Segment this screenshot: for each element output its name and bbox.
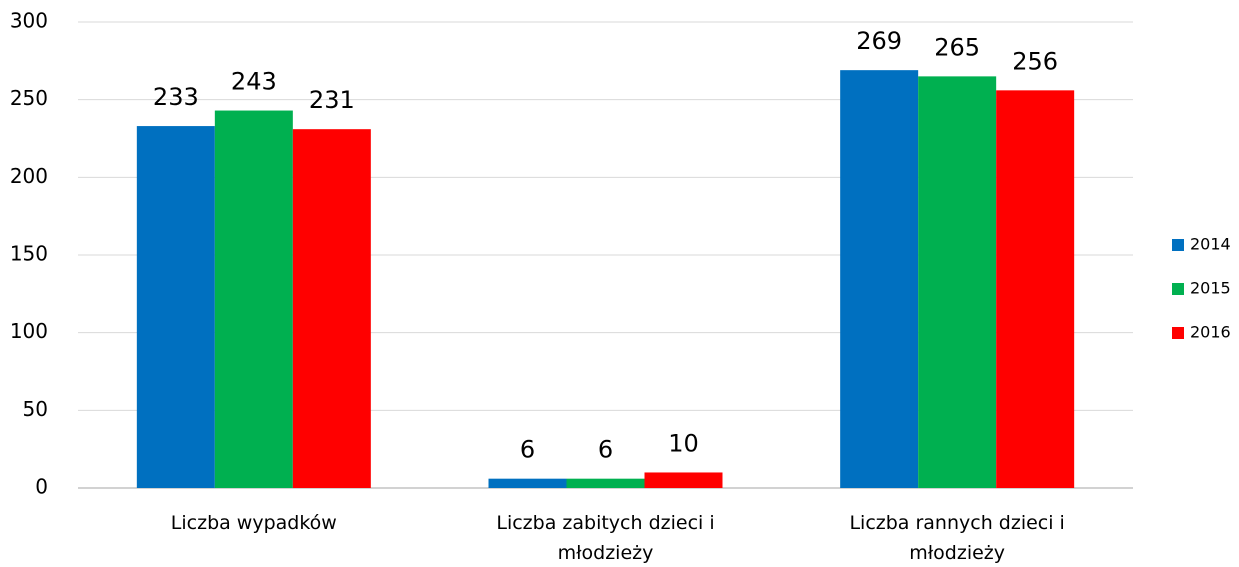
x-tick-label: Liczba rannych dzieci i młodzieży <box>849 512 1065 564</box>
bar <box>566 478 645 488</box>
bar <box>644 472 723 488</box>
bar <box>292 129 371 488</box>
legend-swatch <box>1172 283 1184 295</box>
legend-swatch <box>1172 239 1184 251</box>
bar <box>214 110 293 488</box>
y-tick-label: 100 <box>10 319 48 343</box>
y-tick-label: 300 <box>10 9 48 33</box>
x-tick-label: Liczba wypadków <box>170 512 337 534</box>
bar <box>840 70 919 489</box>
legend-label: 2014 <box>1190 235 1231 254</box>
legend-label: 2015 <box>1190 279 1231 298</box>
data-label: 269 <box>856 27 902 55</box>
data-label: 256 <box>1012 47 1058 75</box>
bar <box>488 478 567 488</box>
bar <box>136 126 215 488</box>
data-label: 10 <box>668 429 699 457</box>
y-tick-label: 250 <box>10 86 48 110</box>
legend-swatch <box>1172 327 1184 339</box>
data-label: 231 <box>309 86 355 114</box>
y-tick-label: 0 <box>35 475 48 499</box>
bar <box>996 90 1075 488</box>
bar <box>918 76 997 488</box>
data-label: 6 <box>598 436 613 464</box>
y-tick-label: 200 <box>10 164 48 188</box>
legend-label: 2016 <box>1190 323 1231 342</box>
x-tick-label: Liczba zabitych dzieci i młodzieży <box>496 512 715 564</box>
y-tick-label: 150 <box>10 242 48 266</box>
y-tick-label: 50 <box>23 397 48 421</box>
data-label: 6 <box>520 436 535 464</box>
data-label: 233 <box>153 83 199 111</box>
data-label: 265 <box>934 33 980 61</box>
data-label: 243 <box>231 68 277 96</box>
